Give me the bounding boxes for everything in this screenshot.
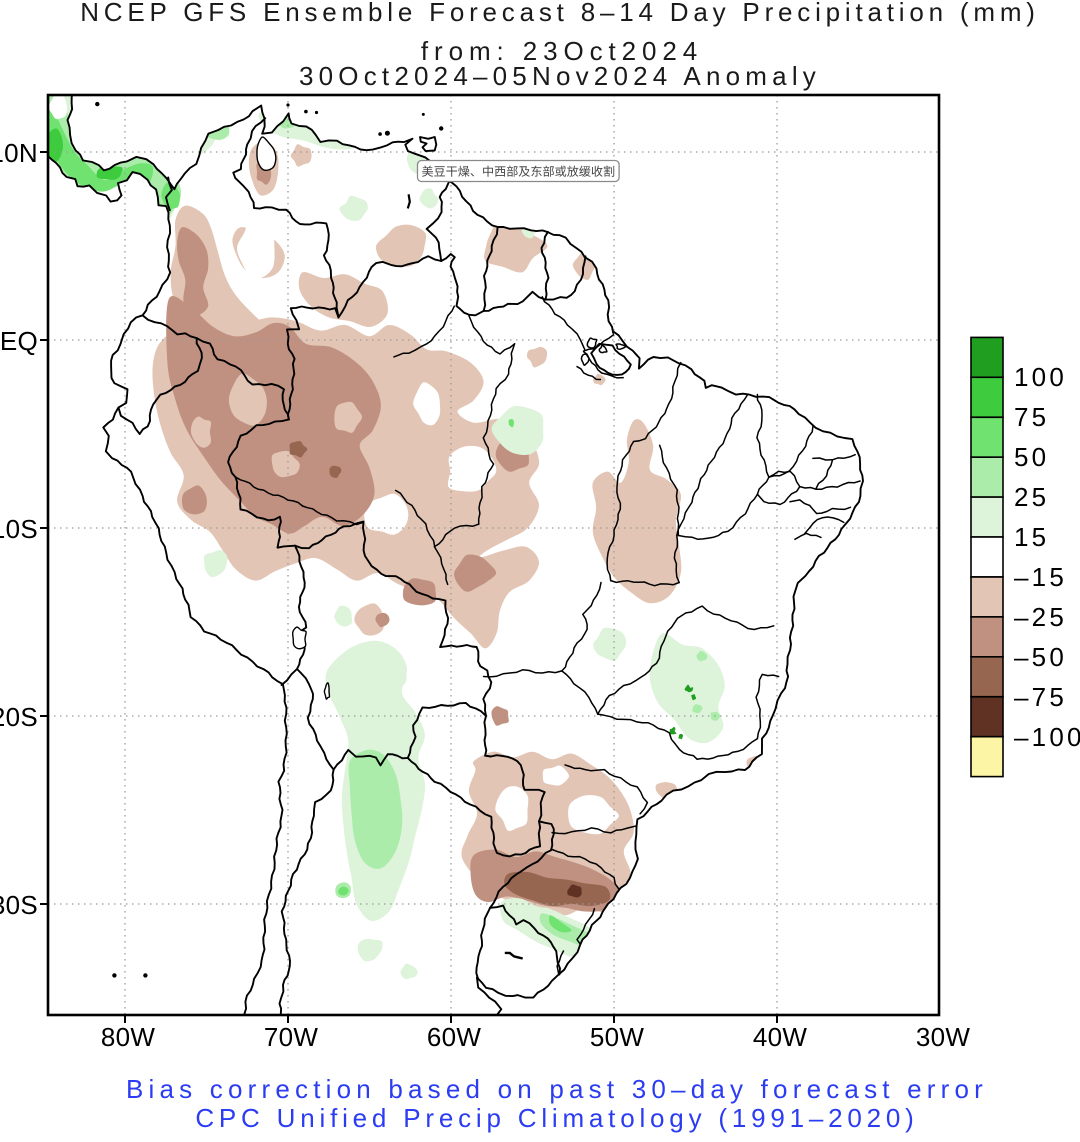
svg-text:40W: 40W bbox=[753, 1022, 808, 1052]
svg-text:60W: 60W bbox=[427, 1022, 482, 1052]
svg-text:10S: 10S bbox=[0, 514, 38, 544]
svg-text:NCEP GFS Ensemble Forecast 8–1: NCEP GFS Ensemble Forecast 8–14 Day Prec… bbox=[80, 0, 1040, 27]
svg-text:CPC Unified Precip Climatology: CPC Unified Precip Climatology (1991–202… bbox=[195, 1103, 918, 1133]
svg-text:30W: 30W bbox=[916, 1022, 971, 1052]
svg-text:–15: –15 bbox=[1014, 562, 1067, 592]
svg-text:from: 23Oct2024: from: 23Oct2024 bbox=[421, 36, 703, 66]
svg-text:20S: 20S bbox=[0, 702, 38, 732]
svg-text:50: 50 bbox=[1014, 442, 1049, 472]
svg-text:–50: –50 bbox=[1014, 642, 1067, 672]
svg-text:25: 25 bbox=[1014, 482, 1049, 512]
svg-text:30Oct2024–05Nov2024 Anomaly: 30Oct2024–05Nov2024 Anomaly bbox=[299, 61, 821, 91]
svg-text:EQ: EQ bbox=[0, 326, 38, 356]
svg-text:30S: 30S bbox=[0, 890, 38, 920]
svg-text:70W: 70W bbox=[264, 1022, 319, 1052]
svg-text:50W: 50W bbox=[590, 1022, 645, 1052]
svg-text:–25: –25 bbox=[1014, 602, 1067, 632]
svg-text:Bias correction based on past: Bias correction based on past 30–day for… bbox=[126, 1074, 988, 1104]
svg-text:–75: –75 bbox=[1014, 682, 1067, 712]
svg-text:10N: 10N bbox=[0, 138, 38, 168]
svg-text:80W: 80W bbox=[101, 1022, 156, 1052]
svg-text:15: 15 bbox=[1014, 522, 1049, 552]
svg-text:–100: –100 bbox=[1014, 722, 1080, 752]
svg-text:100: 100 bbox=[1014, 362, 1067, 392]
svg-text:75: 75 bbox=[1014, 402, 1049, 432]
